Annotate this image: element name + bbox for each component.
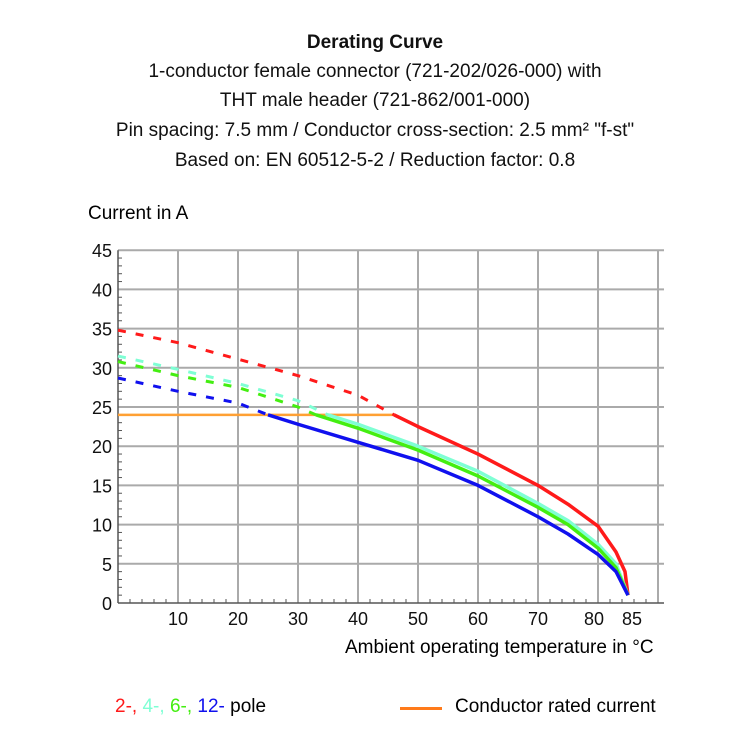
- chart-subtitle-4: Based on: EN 60512-5-2 / Reduction facto…: [174, 150, 576, 171]
- x-tick-label: 40: [348, 609, 368, 629]
- series-12-solid: [267, 413, 630, 596]
- series-6-dashed: [117, 360, 317, 417]
- y-tick-label: 20: [92, 437, 112, 457]
- legend-pole-suffix: pole: [224, 696, 267, 717]
- y-tick-label: 35: [92, 320, 112, 340]
- x-tick-label: 10: [168, 609, 188, 629]
- x-tick-label: 20: [228, 609, 248, 629]
- x-tick-label: 80: [584, 609, 604, 629]
- series-4-dashed: [117, 354, 329, 417]
- chart-title: Derating Curve: [306, 32, 444, 53]
- legend-item-2: 2-: [115, 696, 132, 717]
- series-4-solid: [327, 413, 630, 596]
- x-tick-label: 50: [408, 609, 428, 629]
- series-2-solid: [393, 413, 630, 596]
- y-tick-label: 25: [92, 398, 112, 418]
- y-tick-label: 10: [92, 516, 112, 536]
- y-tick-label: 0: [102, 594, 112, 614]
- y-tick-label: 30: [92, 359, 112, 379]
- y-axis-label: Current in A: [88, 203, 189, 224]
- legend-item-6: 6-: [169, 696, 187, 717]
- x-tick-label: 85: [622, 609, 642, 629]
- chart-subtitle-3: Pin spacing: 7.5 mm / Conductor cross-se…: [115, 120, 635, 141]
- legend-item-4: 4-: [142, 696, 160, 717]
- series-6-solid: [315, 413, 630, 596]
- x-tick-label: 60: [468, 609, 488, 629]
- y-tick-label: 40: [92, 280, 112, 300]
- legend-rated-current: Conductor rated current: [455, 696, 656, 717]
- chart-subtitle-1: 1-conductor female connector (721-202/02…: [148, 61, 602, 82]
- series-2-dashed: [117, 328, 395, 417]
- y-tick-label: 45: [92, 241, 112, 261]
- series-12-dashed: [117, 376, 269, 417]
- legend-item-12: 12-: [197, 696, 225, 717]
- legend-poles: 2-, 4-, 6-, 12- pole: [115, 696, 267, 717]
- chart-subtitle-2: THT male header (721-862/001-000): [219, 90, 531, 111]
- legend-rated-swatch: [400, 707, 442, 710]
- x-tick-label: 70: [528, 609, 548, 629]
- y-tick-label: 5: [102, 555, 112, 575]
- y-tick-label: 15: [92, 476, 112, 496]
- x-tick-label: 30: [288, 609, 308, 629]
- x-axis-label: Ambient operating temperature in °C: [345, 637, 654, 658]
